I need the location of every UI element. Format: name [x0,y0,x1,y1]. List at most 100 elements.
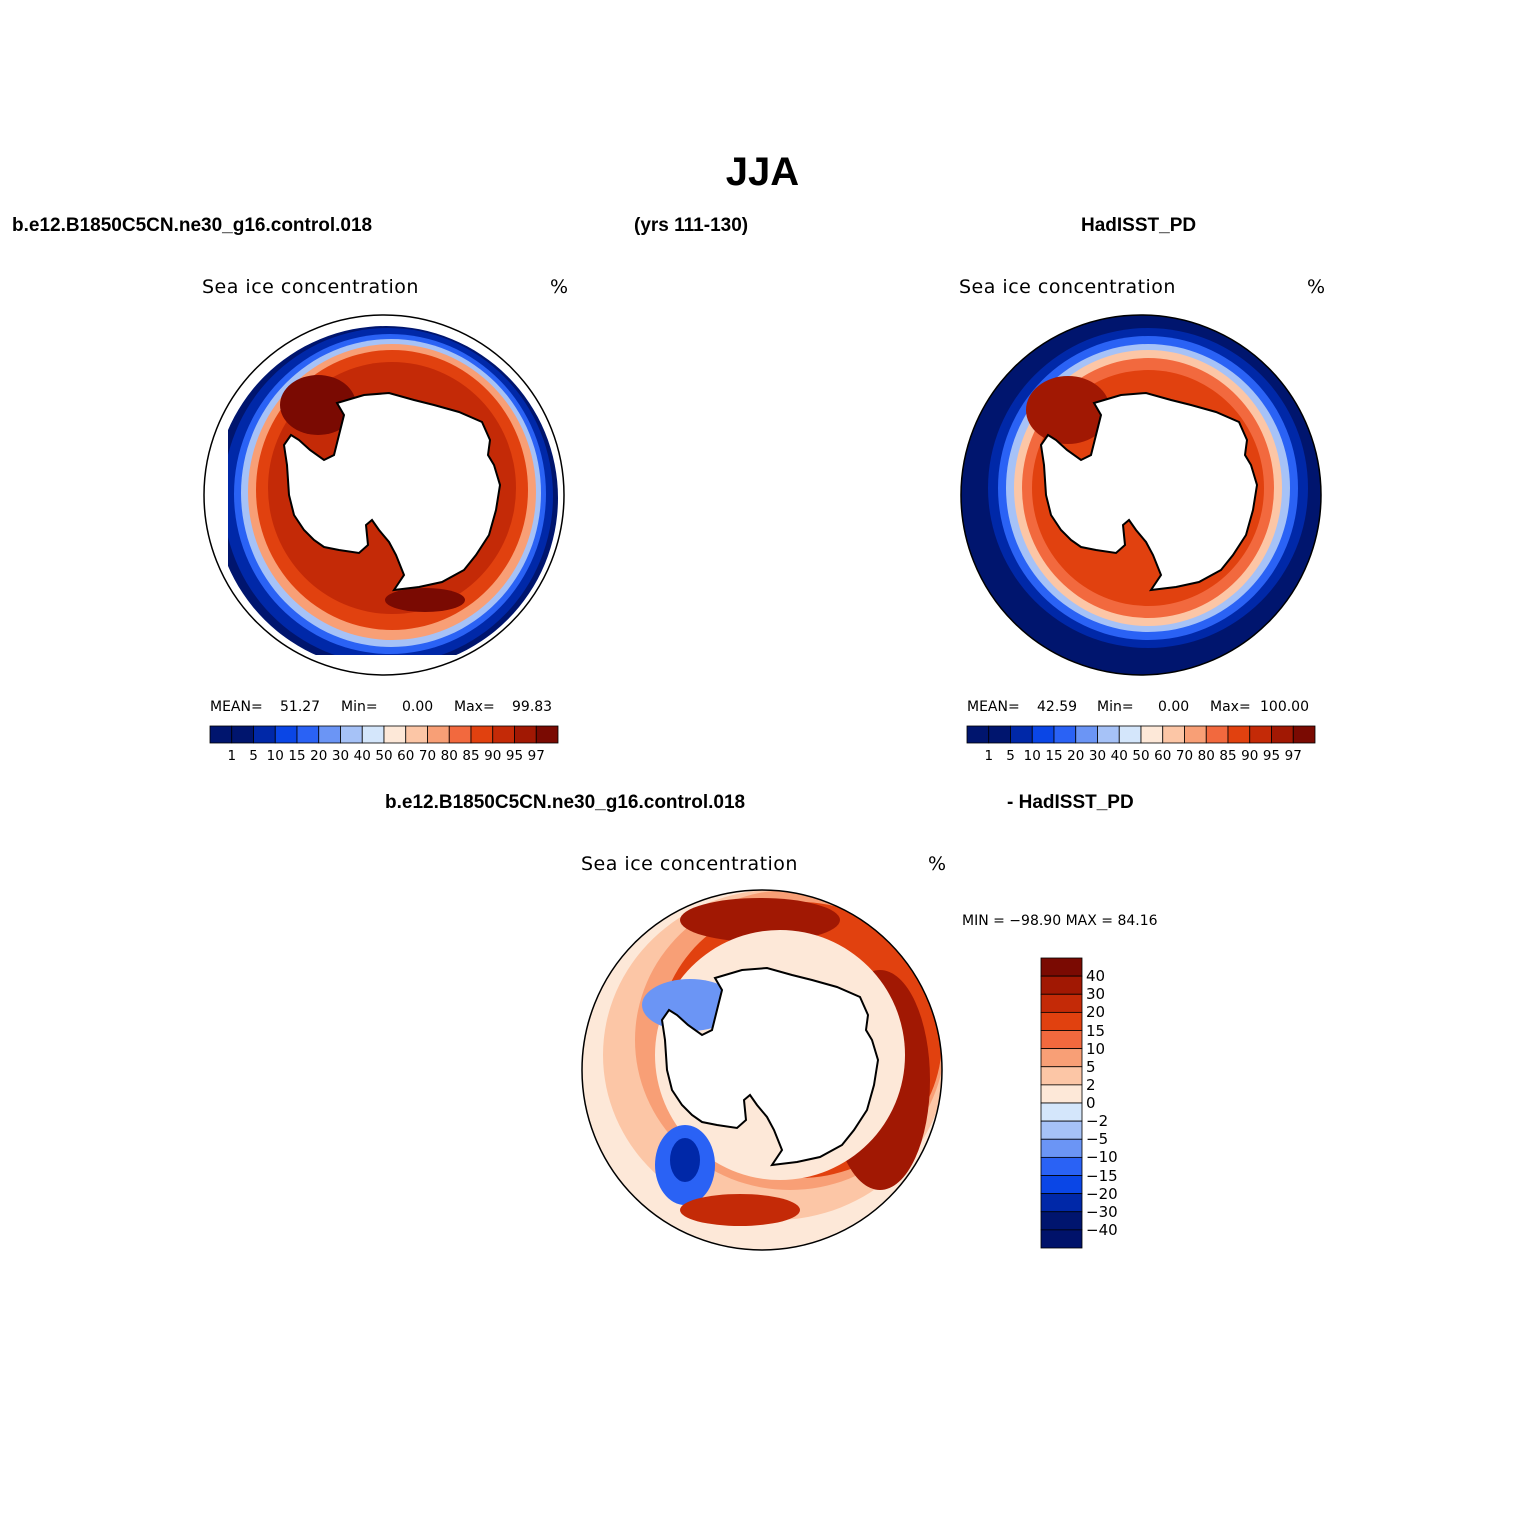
obs-max-label: Max= [1210,699,1251,715]
colorbar-box [427,725,450,744]
colorbar-tick-label: 10 [1086,1039,1106,1058]
model-ross-core [385,588,465,612]
colorbar-box [231,725,254,744]
colorbar-box [1162,725,1185,744]
diff-min-max-stats: MIN = −98.90 MAX = 84.16 [962,913,1158,929]
colorbar-tick-label: 15 [1045,748,1063,764]
obs-mean-label: MEAN= [967,699,1020,715]
colorbar-box [492,725,515,744]
colorbar-tick-label: 1 [984,748,994,764]
colorbar-tick-label: 20 [1086,1003,1106,1022]
colorbar-box [1040,1193,1083,1213]
colorbar-box [1040,1229,1083,1249]
model-variable-label: Sea ice concentration [202,276,419,298]
model-mean-value: 51.27 [280,699,321,715]
colorbar-box [514,725,537,744]
colorbar-box [1271,725,1294,744]
colorbar-tick-label: 20 [1067,748,1085,764]
colorbar-tick-label: 20 [310,748,328,764]
diff-positive-south [680,1194,800,1226]
colorbar-tick-label: 90 [1241,748,1259,764]
colorbar-box [1040,1011,1083,1031]
colorbar-box [253,725,276,744]
colorbar-tick-label: 5 [1006,748,1015,764]
model-ice-free-west [204,315,228,675]
model-mean-label: MEAN= [210,699,263,715]
colorbar-box [361,725,385,744]
colorbar-box [1040,1048,1083,1068]
colorbar-box [1040,1102,1083,1122]
colorbar-box [1040,1084,1083,1104]
colorbar-tick-label: 97 [527,748,545,764]
case-name-header: b.e12.B1850C5CN.ne30_g16.control.018 [12,215,373,236]
colorbar-box [1040,957,1083,977]
colorbar-box [318,725,341,744]
colorbar-box [1040,1211,1083,1231]
colorbar-box [1075,725,1098,744]
colorbar-tick-label: −10 [1086,1148,1118,1167]
colorbar-tick-label: 5 [1086,1057,1096,1076]
obs-min-label: Min= [1097,699,1134,715]
obs-min-value: 0.00 [1158,699,1190,715]
colorbar-tick-label: 40 [1110,748,1128,764]
colorbar-box [1040,1030,1083,1050]
colorbar-tick-label: 15 [288,748,306,764]
colorbar-box [1031,725,1055,744]
colorbar-box [1040,1175,1083,1195]
colorbar-box [405,725,428,744]
colorbar-box [1053,725,1077,744]
model-colorbar [209,725,559,744]
colorbar-tick-label: 50 [375,748,393,764]
obs-weddell-core [1026,376,1110,444]
colorbar-box [383,725,407,744]
colorbar-tick-label: −40 [1086,1220,1118,1239]
colorbar-box [274,725,298,744]
colorbar-tick-label: 90 [484,748,502,764]
colorbar-box [1010,725,1033,744]
colorbar-box [448,725,472,744]
colorbar-box [1040,975,1083,995]
years-header: (yrs 111-130) [634,215,749,236]
model-ice-free-south [300,655,510,675]
colorbar-tick-label: 1 [227,748,237,764]
colorbar-tick-label: 70 [418,748,437,764]
colorbar-tick-label: 95 [505,748,524,764]
colorbar-tick-label: 85 [462,748,480,764]
obs-max-value: 100.00 [1260,699,1309,715]
colorbar-tick-label: 30 [1086,985,1106,1004]
colorbar-tick-label: 40 [1086,967,1106,986]
colorbar-box [209,725,233,744]
diff-positive-north [680,898,840,942]
model-map-border [203,314,565,676]
model-min-value: 0.00 [402,699,434,715]
colorbar-tick-label: 30 [331,748,350,764]
diff-negative-ross-core [670,1138,700,1182]
colorbar-tick-label: 80 [1197,748,1215,764]
colorbar-box [1184,725,1207,744]
colorbar-tick-label: −5 [1086,1130,1109,1149]
colorbar-box [1118,725,1142,744]
diff-case-header: b.e12.B1850C5CN.ne30_g16.control.018 [385,792,746,813]
figure-title: JJA [725,150,800,194]
colorbar-tick-label: 50 [1132,748,1150,764]
obs-name-header: HadISST_PD [1081,215,1197,236]
colorbar-tick-label: 85 [1219,748,1237,764]
colorbar-box [340,725,363,744]
diff-map-border [581,889,943,1251]
colorbar-tick-label: 2 [1086,1075,1096,1094]
obs-variable-label: Sea ice concentration [959,276,1176,298]
colorbar-box [1227,725,1251,744]
colorbar-tick-label: 10 [266,748,284,764]
diff-units-label: % [928,853,947,875]
colorbar-box [470,725,494,744]
colorbar-box [1040,1120,1083,1140]
colorbar-tick-label: 60 [397,748,415,764]
model-min-label: Min= [341,699,378,715]
colorbar-box [1140,725,1164,744]
colorbar-box [988,725,1011,744]
colorbar-tick-label: −20 [1086,1184,1118,1203]
colorbar-box [1097,725,1120,744]
colorbar-tick-label: 97 [1284,748,1302,764]
